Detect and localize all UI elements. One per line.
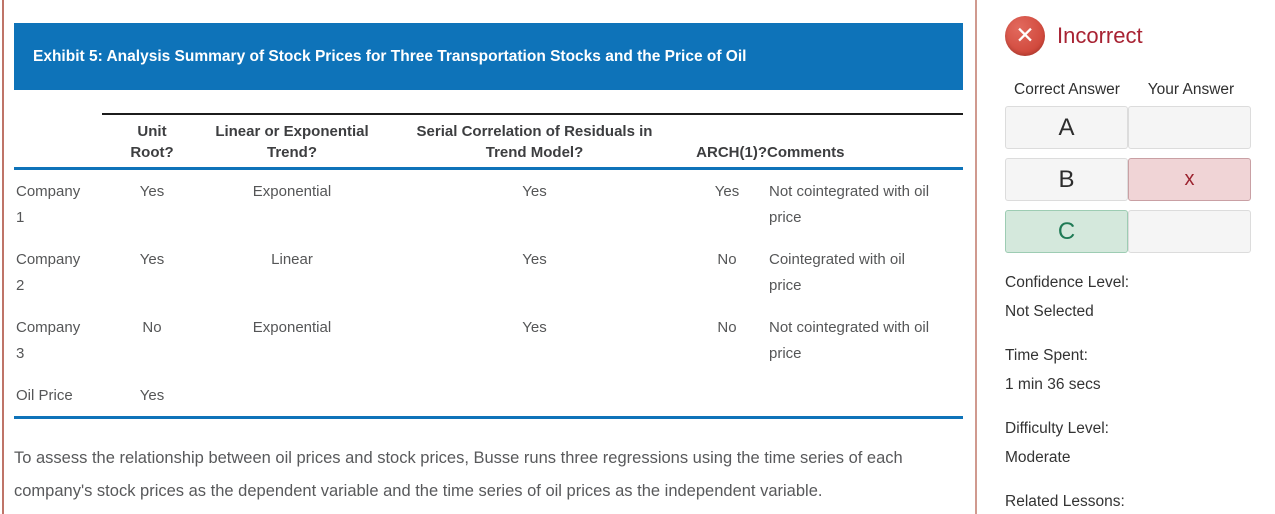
choice-row-a: A (1005, 106, 1257, 149)
time-spent-block: Time Spent: 1 min 36 secs (1005, 341, 1257, 399)
choice-a-correct-cell: A (1005, 106, 1128, 149)
arch-value: No (717, 251, 737, 268)
exhibit-panel: Exhibit 5: Analysis Summary of Stock Pri… (14, 0, 963, 507)
table-header-row: Unit Root? Linear or Exponential Trend? … (14, 113, 963, 170)
choice-row-b: B x (1005, 158, 1257, 201)
wrong-answer-mark: x (1184, 168, 1195, 190)
serial-correlation-value: Yes (522, 183, 547, 200)
table-header-trend: Linear or Exponential Trend? (202, 113, 382, 170)
time-spent-label: Time Spent: (1005, 347, 1088, 364)
arch-value: No (717, 319, 737, 336)
vignette-paragraph: To assess the relationship between oil p… (14, 449, 903, 500)
row-label: Company 2 (16, 251, 81, 294)
correct-answer-column-header: Correct Answer (1014, 81, 1120, 98)
comment-value: Not cointegrated with oil price (769, 319, 930, 362)
result-status-row: ✕ Incorrect (1005, 16, 1257, 56)
table-row-company-3: Company 3 No Exponential Yes No Not coin… (14, 306, 963, 374)
comment-value: Not cointegrated with oil price (769, 183, 930, 226)
choice-b-correct-cell: B (1005, 158, 1128, 201)
difficulty-level-value: Moderate (1005, 449, 1071, 466)
table-row-company-2: Company 2 Yes Linear Yes No Cointegrated… (14, 238, 963, 306)
confidence-level-block: Confidence Level: Not Selected (1005, 268, 1257, 326)
table-row-oil-price: Oil Price Yes (14, 374, 963, 418)
difficulty-level-block: Difficulty Level: Moderate (1005, 414, 1257, 472)
question-details: Confidence Level: Not Selected Time Spen… (1005, 268, 1257, 514)
answer-grid: A B x C (1005, 106, 1257, 253)
unit-root-value: Yes (139, 251, 165, 268)
choice-b-your-cell: x (1128, 158, 1251, 201)
table-header-unit-root: Unit Root? (102, 113, 202, 170)
trend-value: Exponential (252, 183, 332, 200)
difficulty-level-label: Difficulty Level: (1005, 420, 1109, 437)
related-lessons-label: Related Lessons: (1005, 493, 1125, 510)
row-label: Company 1 (16, 183, 81, 226)
choice-a-your-cell (1128, 106, 1251, 149)
exhibit-table: Unit Root? Linear or Exponential Trend? … (14, 113, 963, 419)
row-label: Oil Price (16, 387, 73, 404)
confidence-level-label: Confidence Level: (1005, 274, 1130, 291)
trend-value: Exponential (252, 319, 332, 336)
table-header-comments: Comments (767, 113, 963, 170)
time-spent-value: 1 min 36 secs (1005, 376, 1101, 393)
table-header-corner (14, 114, 102, 170)
answer-column-headers: Correct Answer Your Answer (1005, 81, 1257, 99)
serial-correlation-value: Yes (522, 251, 547, 268)
serial-correlation-value: Yes (522, 319, 547, 336)
unit-root-value: Yes (139, 183, 165, 200)
comment-value: Cointegrated with oil price (769, 251, 905, 294)
exhibit-title-bar: Exhibit 5: Analysis Summary of Stock Pri… (14, 23, 963, 90)
unit-root-value: Yes (139, 387, 165, 404)
x-circle-icon: ✕ (1005, 16, 1045, 56)
choice-c-correct-cell: C (1005, 210, 1128, 253)
exhibit-title: Exhibit 5: Analysis Summary of Stock Pri… (33, 48, 747, 65)
unit-root-value: No (142, 319, 162, 336)
related-lessons-block: Related Lessons: (1005, 487, 1257, 514)
confidence-level-value: Not Selected (1005, 303, 1094, 320)
row-label: Company 3 (16, 319, 81, 362)
table-header-serial-correlation: Serial Correlation of Residuals in Trend… (382, 113, 687, 170)
result-panel: ✕ Incorrect Correct Answer Your Answer A… (1005, 0, 1257, 514)
choice-row-c: C (1005, 210, 1257, 253)
choice-c-your-cell (1128, 210, 1251, 253)
table-row-company-1: Company 1 Yes Exponential Yes Yes Not co… (14, 169, 963, 239)
table-header-arch: ARCH(1)? (687, 113, 767, 170)
arch-value: Yes (714, 183, 740, 200)
panel-divider (975, 0, 977, 514)
left-panel-border (2, 0, 4, 514)
result-status-label: Incorrect (1057, 23, 1143, 48)
your-answer-column-header: Your Answer (1147, 81, 1235, 98)
trend-value: Linear (271, 251, 313, 268)
